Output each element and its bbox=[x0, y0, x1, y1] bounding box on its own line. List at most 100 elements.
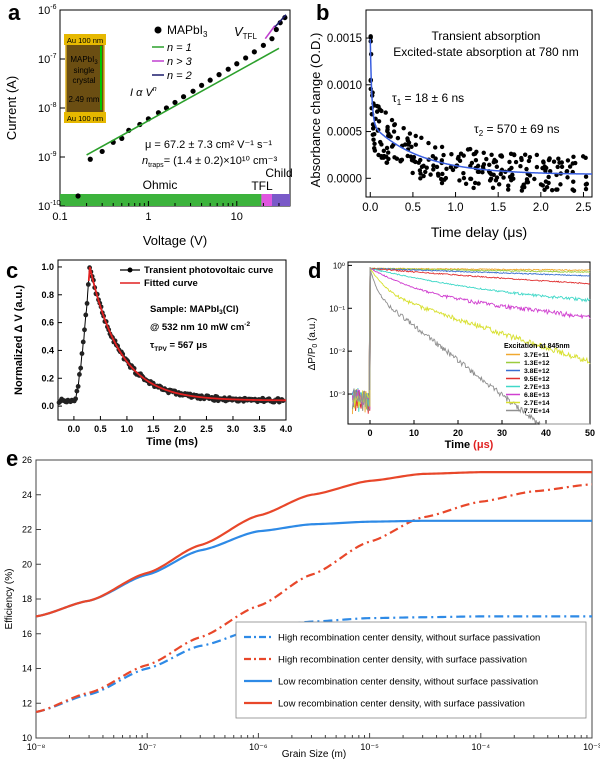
data-point bbox=[439, 144, 445, 150]
data-point bbox=[547, 168, 553, 174]
data-point bbox=[494, 175, 500, 180]
panel-e-ticks: 10⁻⁸ 10⁻⁷ 10⁻⁶ 10⁻⁵ 10⁻⁴ 10⁻³ 10 12 14 16 18 20 22 24… bbox=[22, 455, 600, 752]
data-point bbox=[507, 174, 513, 180]
data-point bbox=[532, 176, 537, 182]
crystal-inset: Au 100 nm Au 100 nm MAPbI3 single crysta… bbox=[64, 34, 106, 123]
y-tick-label: 0.4 bbox=[41, 345, 54, 355]
x-tick-label: 10⁻⁵ bbox=[360, 742, 379, 752]
legend-label: 6.8E+13 bbox=[524, 392, 550, 399]
x-tick-label: 1.5 bbox=[147, 424, 160, 434]
panel-d-xlabel: Time (μs) bbox=[445, 439, 494, 451]
relation-label: I α Vn bbox=[130, 86, 157, 99]
legend-label-n1: n = 1 bbox=[167, 42, 192, 54]
data-point bbox=[471, 151, 476, 157]
data-point bbox=[444, 166, 449, 172]
data-point bbox=[409, 157, 415, 163]
data-point bbox=[449, 152, 454, 157]
data-point bbox=[384, 145, 390, 151]
data-point bbox=[386, 133, 391, 138]
x-tick-label: 0.0 bbox=[362, 202, 378, 214]
panel-e-ylabel: Efficiency (%) bbox=[4, 569, 15, 630]
data-point bbox=[395, 135, 401, 141]
inset-crystal-label: crystal bbox=[72, 76, 95, 85]
y-tick-label: 0.2 bbox=[41, 373, 54, 383]
data-point bbox=[433, 156, 438, 161]
y-tick-label: 10⁻³ bbox=[329, 390, 345, 399]
y-tick-label: 12 bbox=[22, 698, 32, 708]
inset-bottom-label: Au 100 nm bbox=[67, 114, 103, 123]
region-ohmic-bar bbox=[60, 194, 262, 206]
decay-trace bbox=[352, 267, 591, 414]
data-point bbox=[571, 154, 576, 159]
panel-c-ticks: 0.0 0.5 1.0 1.5 2.0 2.5 3.0 3.5 4.0 0.0 0.2 0.4 0.6 0… bbox=[41, 262, 292, 434]
fit-line bbox=[264, 25, 276, 40]
data-point bbox=[534, 164, 540, 170]
legend-label-fit: Fitted curve bbox=[144, 278, 198, 289]
data-point bbox=[524, 177, 530, 182]
panel-c-xlabel: Time (ms) bbox=[146, 436, 198, 448]
data-point bbox=[567, 164, 573, 169]
tau1-annotation: τ1 = 18 ± 6 ns bbox=[392, 91, 464, 107]
data-point bbox=[543, 179, 549, 184]
data-point bbox=[546, 157, 552, 163]
legend-label: 1.3E+12 bbox=[524, 360, 550, 367]
panel-d-letter: d bbox=[308, 258, 321, 283]
data-point bbox=[511, 176, 516, 181]
panel-b-plot bbox=[368, 34, 592, 193]
data-point bbox=[534, 152, 540, 158]
x-tick-label: 10⁻⁷ bbox=[138, 742, 156, 752]
data-point bbox=[571, 179, 576, 184]
panel-c-legend: Transient photovoltaic curve Fitted curv… bbox=[120, 265, 273, 289]
data-point bbox=[508, 151, 514, 157]
legend-label: 3.7E+11 bbox=[524, 352, 549, 359]
data-point bbox=[180, 94, 187, 100]
panel-c-ylabel: Normalized Δ V (a.u.) bbox=[13, 285, 25, 395]
y-tick-label: 0.0000 bbox=[327, 173, 362, 185]
inset-top-label: Au 100 nm bbox=[67, 36, 103, 45]
x-tick-label: 10 bbox=[409, 428, 419, 438]
y-tick-label: 20 bbox=[22, 559, 32, 569]
data-point bbox=[376, 104, 381, 109]
data-point bbox=[480, 170, 485, 175]
panel-e-xlabel: Grain Size (m) bbox=[282, 749, 346, 760]
data-point bbox=[541, 159, 546, 164]
y-tick-label: 0.0 bbox=[41, 401, 54, 411]
inset-crystal bbox=[65, 35, 105, 123]
y-tick-label: 0.0005 bbox=[327, 127, 362, 139]
data-point bbox=[426, 140, 431, 146]
data-point bbox=[484, 156, 489, 162]
y-tick-label: 10-8 bbox=[38, 102, 57, 115]
data-point bbox=[260, 42, 266, 48]
data-point bbox=[457, 158, 463, 164]
data-point bbox=[507, 159, 512, 165]
x-tick-label: 10 bbox=[231, 211, 243, 223]
y-tick-label: 26 bbox=[22, 455, 32, 465]
x-tick-label: 2.5 bbox=[200, 424, 213, 434]
y-tick-label: 0.8 bbox=[41, 290, 54, 300]
data-point bbox=[371, 137, 376, 142]
data-point bbox=[442, 177, 447, 182]
fit-line bbox=[274, 14, 287, 28]
data-point bbox=[251, 49, 257, 55]
data-point bbox=[519, 157, 524, 163]
legend-marker-mapbi3 bbox=[154, 26, 162, 34]
legend-label: 2.7E+14 bbox=[524, 400, 550, 407]
data-point bbox=[565, 158, 571, 163]
data-point bbox=[234, 61, 240, 67]
data-point bbox=[527, 155, 533, 160]
legend-label: 2.7E+13 bbox=[524, 384, 550, 391]
tpv-point bbox=[82, 327, 87, 333]
data-point bbox=[488, 176, 494, 181]
inset-material-label: MAPbI3 bbox=[70, 55, 98, 66]
tpv-point bbox=[79, 351, 85, 357]
data-point bbox=[494, 164, 500, 169]
y-tick-label: 0.0010 bbox=[327, 80, 362, 92]
data-point bbox=[498, 171, 503, 177]
x-tick-label: 2.0 bbox=[174, 424, 187, 434]
data-point bbox=[481, 150, 486, 155]
data-point bbox=[456, 154, 461, 160]
data-point bbox=[542, 187, 547, 192]
data-point bbox=[441, 152, 446, 158]
data-point bbox=[438, 176, 444, 182]
